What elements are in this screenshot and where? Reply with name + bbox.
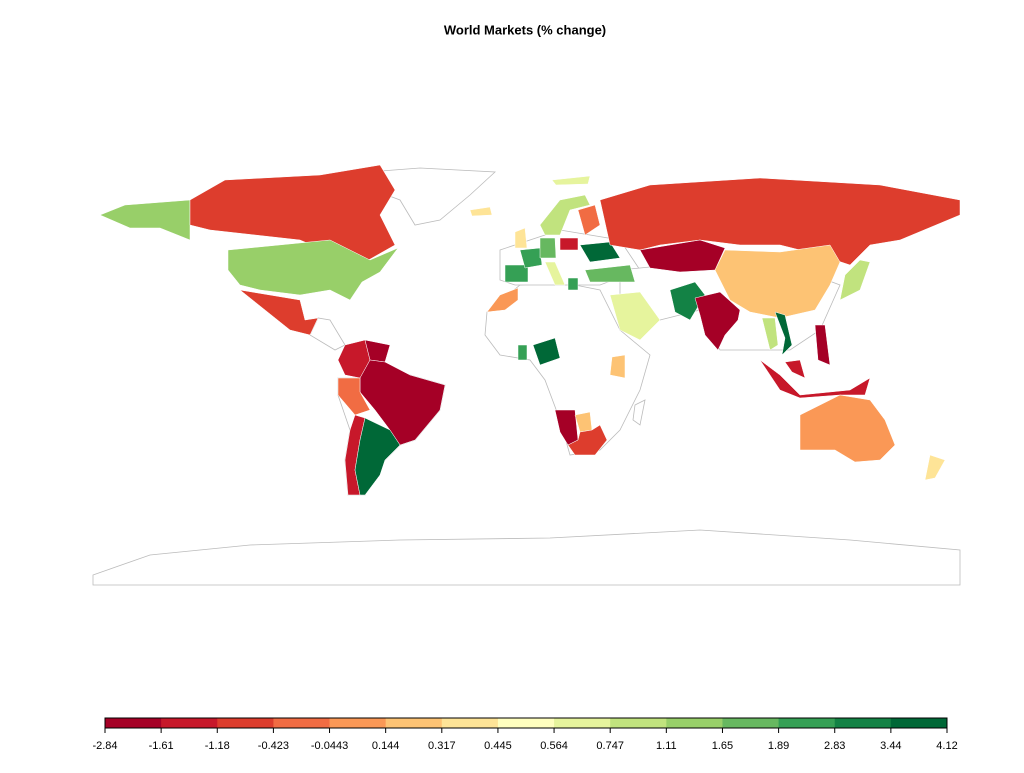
country — [469, 206, 493, 217]
legend-swatch — [385, 718, 443, 728]
legend-tick-label: -1.61 — [149, 740, 174, 752]
legend-tick-label: -1.18 — [205, 740, 230, 752]
legend-swatch — [273, 718, 331, 728]
country — [551, 175, 591, 186]
legend-frame — [104, 717, 948, 729]
country — [539, 237, 557, 259]
legend-swatch — [834, 718, 892, 728]
legend-swatch — [105, 718, 162, 728]
legend: -2.84 -1.61 -1.18 -0.423 -0.0443 0.144 0.317 0.… — [92, 717, 958, 752]
legend-swatch — [610, 718, 667, 728]
country — [239, 289, 319, 336]
land — [484, 281, 651, 456]
country — [714, 244, 841, 319]
country — [539, 194, 591, 236]
country — [486, 287, 519, 313]
legend-tick-label: 4.12 — [936, 740, 957, 752]
country — [559, 237, 579, 251]
country — [814, 324, 831, 366]
country — [759, 359, 871, 399]
country — [577, 204, 601, 236]
legend-tick-label: 0.317 — [428, 740, 456, 752]
map-title: World Markets (% change) — [444, 22, 606, 37]
country — [519, 247, 543, 269]
country — [567, 424, 608, 456]
legend-tick-label: 1.89 — [768, 740, 789, 752]
country — [567, 277, 579, 291]
legend-swatch — [161, 718, 218, 728]
country — [337, 377, 371, 416]
legend-tick-label: 0.747 — [596, 740, 624, 752]
country — [517, 344, 528, 361]
land — [632, 399, 646, 426]
country — [694, 291, 741, 351]
country — [799, 394, 896, 463]
legend-tick-label: -0.423 — [258, 740, 289, 752]
country — [354, 417, 401, 496]
country — [599, 177, 961, 266]
legend-swatch — [722, 718, 780, 728]
legend-tick-label: 3.44 — [880, 740, 901, 752]
legend-swatch — [890, 718, 948, 728]
country — [609, 354, 626, 379]
country — [761, 317, 779, 351]
country — [544, 261, 566, 286]
country — [579, 241, 621, 263]
legend-tick-label: 1.65 — [712, 740, 733, 752]
country — [774, 311, 793, 356]
legend-tick-label: 1.11 — [656, 740, 677, 752]
country — [227, 239, 399, 301]
country — [669, 281, 706, 321]
country — [839, 259, 871, 301]
legend-swatch — [554, 718, 611, 728]
country — [609, 291, 661, 341]
legend-swatch — [329, 718, 387, 728]
legend-tick-label: 2.83 — [824, 740, 845, 752]
country — [924, 454, 946, 481]
country — [784, 359, 806, 379]
legend-tick-label: 0.564 — [540, 740, 568, 752]
country — [99, 199, 191, 241]
legend-tick-label: -2.84 — [92, 740, 117, 752]
country — [554, 409, 579, 446]
legend-swatch — [441, 718, 499, 728]
legend-swatch — [217, 718, 274, 728]
country — [189, 164, 396, 263]
countries — [99, 164, 961, 496]
country — [504, 264, 529, 283]
legend-tick-label: 0.445 — [484, 740, 512, 752]
country — [584, 264, 636, 283]
country — [514, 227, 528, 249]
land — [92, 529, 961, 586]
legend-swatch — [666, 718, 723, 728]
legend-swatch — [497, 718, 555, 728]
legend-tick-label: 0.144 — [372, 740, 400, 752]
legend-swatch — [778, 718, 836, 728]
legend-tick-label: -0.0443 — [311, 740, 348, 752]
country — [532, 337, 561, 366]
